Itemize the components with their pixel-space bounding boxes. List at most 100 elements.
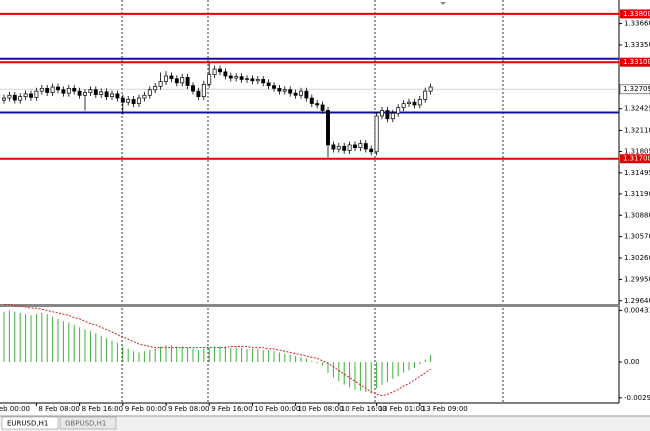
candle-body [39,88,44,92]
candle-body [239,76,244,80]
candle-body [77,90,82,96]
signal-line [4,304,431,397]
candle-body [390,112,395,120]
panel-separator [0,304,619,307]
last-price-label: 1.32709 [623,85,650,93]
y-tick-label: 1.32425 [624,105,650,113]
candle-body [174,78,179,84]
candle-body [363,143,368,150]
candle-body [331,144,336,150]
y-tick-label: 1.29640 [624,297,650,305]
y-tick-label: 1.32110 [624,126,650,134]
chart-tab-label: GBPUSD,H1 [65,420,106,428]
candle-body [88,89,93,93]
candle-body [272,85,276,89]
candle-body [336,145,341,150]
candle-body [380,110,384,117]
candle-body [115,93,120,99]
candle-body [401,103,406,109]
candle-body [45,88,50,93]
candle-body [288,89,293,94]
candle-body [223,71,228,77]
candle-body [309,97,314,104]
candle-body [369,148,374,153]
candle-body [201,83,206,98]
y-tick-label: 1.30880 [624,211,650,219]
candle-body [358,143,363,149]
x-tick-label: 10 Feb 00:00 [254,405,300,413]
x-tick-label: 13 Feb 01:00 [379,405,425,413]
candle-body [347,144,352,151]
chart-tab [59,416,117,430]
chart-tab-label: EURUSD,H1 [7,420,48,428]
candle-body [7,94,12,99]
candle-body [266,82,271,86]
candle-body [250,78,255,82]
candle-body [261,79,266,84]
candle-body [228,75,233,79]
candle-body [423,90,428,100]
level-label-box [620,154,650,164]
candle-body [153,85,158,91]
candle-body [158,81,163,87]
level-label: 1.33800 [623,10,650,18]
last-price-box [619,84,650,95]
x-tick-label: 8 Feb 08:00 [38,405,79,413]
y-tick-label: 1.29950 [624,275,650,283]
x-tick-label: 10 Feb 08:00 [298,405,344,413]
y-tick-label: 0.004312 [624,306,650,314]
candle-body [23,93,28,98]
y-tick-label: -0.00299 [624,394,650,402]
candle-body [164,75,168,82]
candle-body [212,68,217,75]
candle-body [66,88,71,94]
candle-body [120,97,125,103]
y-tick-label: 1.31190 [624,190,650,198]
y-tick-label: 1.33350 [624,41,650,49]
tab-bar [0,416,650,431]
candle-body [180,77,185,84]
candle-body [412,101,417,106]
candle-body [207,74,212,85]
candle-body [104,91,109,98]
y-tick-label: 1.33660 [624,20,650,28]
x-tick-label: 10 Feb 16:00 [341,405,387,413]
candle-body [2,97,6,101]
candle-body [18,96,23,101]
x-tick-label: 9 Feb 16:00 [211,405,252,413]
candle-body [34,90,39,98]
y-tick-label: 0.00 [624,358,640,366]
candle-body [353,144,357,149]
candle-body [342,145,347,151]
candle-body [110,93,114,98]
x-tick-label: 9 Feb 00:00 [125,405,166,413]
candle-body [56,86,60,91]
candle-body [50,86,55,93]
candle-body [407,101,411,104]
chart-tab [1,416,59,430]
x-tick-label: 9 Feb 08:00 [168,405,209,413]
candle-body [191,85,195,92]
candle-body [126,99,131,103]
candle-body [234,76,239,79]
level-label: 1.31700 [623,155,650,163]
candle-body [29,93,33,98]
candle-body [72,88,77,92]
candle-body [417,99,422,106]
y-tick-label: 1.30260 [624,254,650,262]
candle-body [99,91,104,95]
candle-body [277,88,282,92]
candle-body [12,94,17,101]
shift-marker [440,2,446,5]
candle-body [245,78,249,80]
candle-body [282,89,287,92]
candle-body [304,90,309,99]
candle-body [218,68,222,73]
candle-body [147,89,152,96]
level-label: 1.33100 [623,58,650,66]
candle-body [131,99,136,104]
level-label-box [620,9,650,19]
x-tick-label: 8 Feb 16:00 [82,405,123,413]
